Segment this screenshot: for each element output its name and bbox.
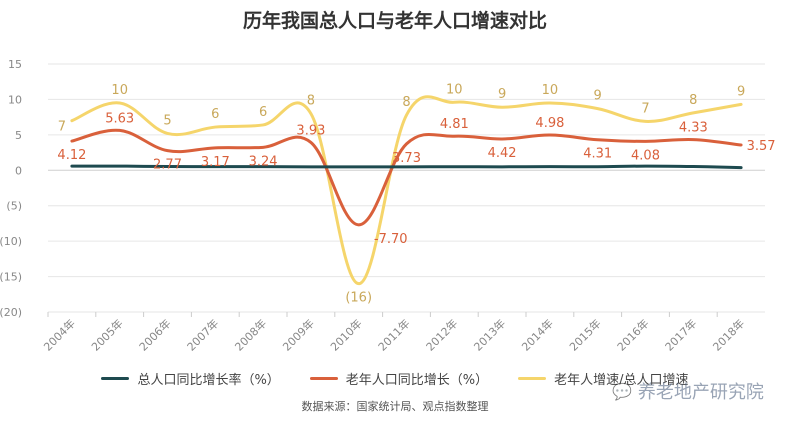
- data-label-ratio: 8: [402, 95, 410, 110]
- y-tick-label: (15): [0, 271, 22, 284]
- series-line-ratio: [70, 95, 743, 286]
- x-tick-label: 2008年: [232, 316, 269, 353]
- x-tick-label: 2009年: [280, 316, 317, 353]
- x-tick-label: 2005年: [88, 316, 125, 353]
- legend: 总人口同比增长率（%） 老年人口同比增长（%） 老年人增速/总人口增速: [0, 369, 790, 388]
- x-tick-label: 2015年: [566, 316, 603, 353]
- legend-swatch-elderly: [309, 377, 338, 380]
- series-line-total-population: [70, 164, 743, 170]
- data-label-elderly: 4.81: [440, 117, 469, 132]
- x-tick-label: 2006年: [136, 316, 173, 353]
- x-tick-label: 2017年: [662, 316, 699, 353]
- legend-label-total: 总人口同比增长率（%）: [137, 373, 280, 388]
- y-axis: 15 10 5 0 (5) (10) (15) (20): [0, 58, 22, 319]
- y-tick-label: 10: [8, 93, 22, 106]
- source-note: 数据来源：国家统计局、观点指数整理: [301, 400, 489, 413]
- data-label-ratio: 6: [259, 105, 267, 120]
- data-label-ratio: 10: [542, 83, 559, 98]
- x-tick-label: 2013年: [471, 316, 508, 353]
- y-tick-label: 15: [8, 58, 22, 71]
- y-tick-label: 0: [15, 164, 22, 177]
- x-tick-label: 2016年: [614, 316, 651, 353]
- y-tick-label: 5: [15, 129, 22, 142]
- y-tick-label: (5): [6, 200, 22, 213]
- data-label-ratio: 7: [641, 101, 649, 116]
- data-label-elderly: 2.77: [153, 158, 182, 173]
- x-tick-label: 2018年: [710, 316, 747, 353]
- x-tick-label: 2010年: [327, 316, 364, 353]
- x-tick-label: 2004年: [41, 316, 78, 353]
- data-label-elderly: 4.31: [583, 147, 612, 162]
- legend-label-elderly: 老年人口同比增长（%）: [345, 373, 489, 388]
- x-tick-label: 2007年: [184, 316, 221, 353]
- data-label-elderly: 3.17: [201, 155, 230, 170]
- x-tick-label: 2012年: [423, 316, 460, 353]
- data-label-elderly: 4.33: [679, 121, 708, 136]
- y-tick-label: (10): [0, 235, 22, 248]
- data-label-ratio: 9: [498, 87, 506, 102]
- data-label-elderly: 3.73: [392, 151, 421, 166]
- data-label-ratio: 8: [689, 93, 697, 108]
- data-label-ratio: 8: [307, 94, 315, 109]
- data-label-elderly: 4.98: [535, 116, 564, 131]
- legend-item-total-population[interactable]: 总人口同比增长率（%）: [101, 369, 280, 388]
- legend-item-elderly-growth[interactable]: 老年人口同比增长（%）: [309, 369, 489, 388]
- data-label-ratio: 6: [211, 107, 219, 122]
- legend-swatch-ratio: [518, 377, 547, 380]
- legend-swatch-total: [101, 377, 130, 380]
- series-layer: [70, 95, 743, 286]
- data-label-elderly: 3.24: [249, 154, 278, 169]
- grid-layer: [48, 63, 765, 313]
- y-tick-label: (20): [0, 306, 22, 319]
- data-label-elderly: 3.93: [296, 123, 325, 138]
- data-label-ratio: 9: [594, 89, 602, 104]
- data-label-ratio: 7: [58, 120, 66, 135]
- legend-label-ratio: 老年人增速/总人口增速: [554, 373, 689, 388]
- chart-title: 历年我国总人口与老年人口增速对比: [242, 10, 547, 32]
- data-label-elderly: 3.57: [747, 139, 776, 154]
- series-line-elderly-growth: [70, 128, 743, 227]
- data-label-ratio: 10: [446, 82, 463, 97]
- legend-item-ratio[interactable]: 老年人增速/总人口增速: [518, 369, 689, 388]
- data-label-ratio: (16): [345, 291, 372, 306]
- data-label-ratio: 10: [111, 83, 128, 98]
- data-label-elderly: 4.12: [57, 148, 86, 163]
- data-label-ratio: 5: [163, 113, 171, 128]
- watermark: 💬 养老地产研究院: [612, 378, 764, 404]
- wechat-icon: 💬: [612, 381, 632, 401]
- data-label-ratio: 9: [737, 84, 745, 99]
- data-label-elderly: 4.08: [631, 148, 660, 163]
- x-tick-label: 2014年: [519, 316, 556, 353]
- x-tick-label: 2011年: [375, 316, 412, 353]
- x-axis: 2004年 2005年 2006年 2007年 2008年 2009年 2010年 2011年…: [41, 312, 747, 354]
- data-labels: 4.12 5.63 2.77 3.17 3.24 3.93 -7.70 3.73 4.81 4.4…: [57, 82, 775, 305]
- data-label-elderly: 5.63: [105, 111, 134, 126]
- watermark-text: 养老地产研究院: [637, 382, 764, 403]
- data-label-elderly: -7.70: [374, 232, 408, 247]
- data-label-elderly: 4.42: [488, 146, 517, 161]
